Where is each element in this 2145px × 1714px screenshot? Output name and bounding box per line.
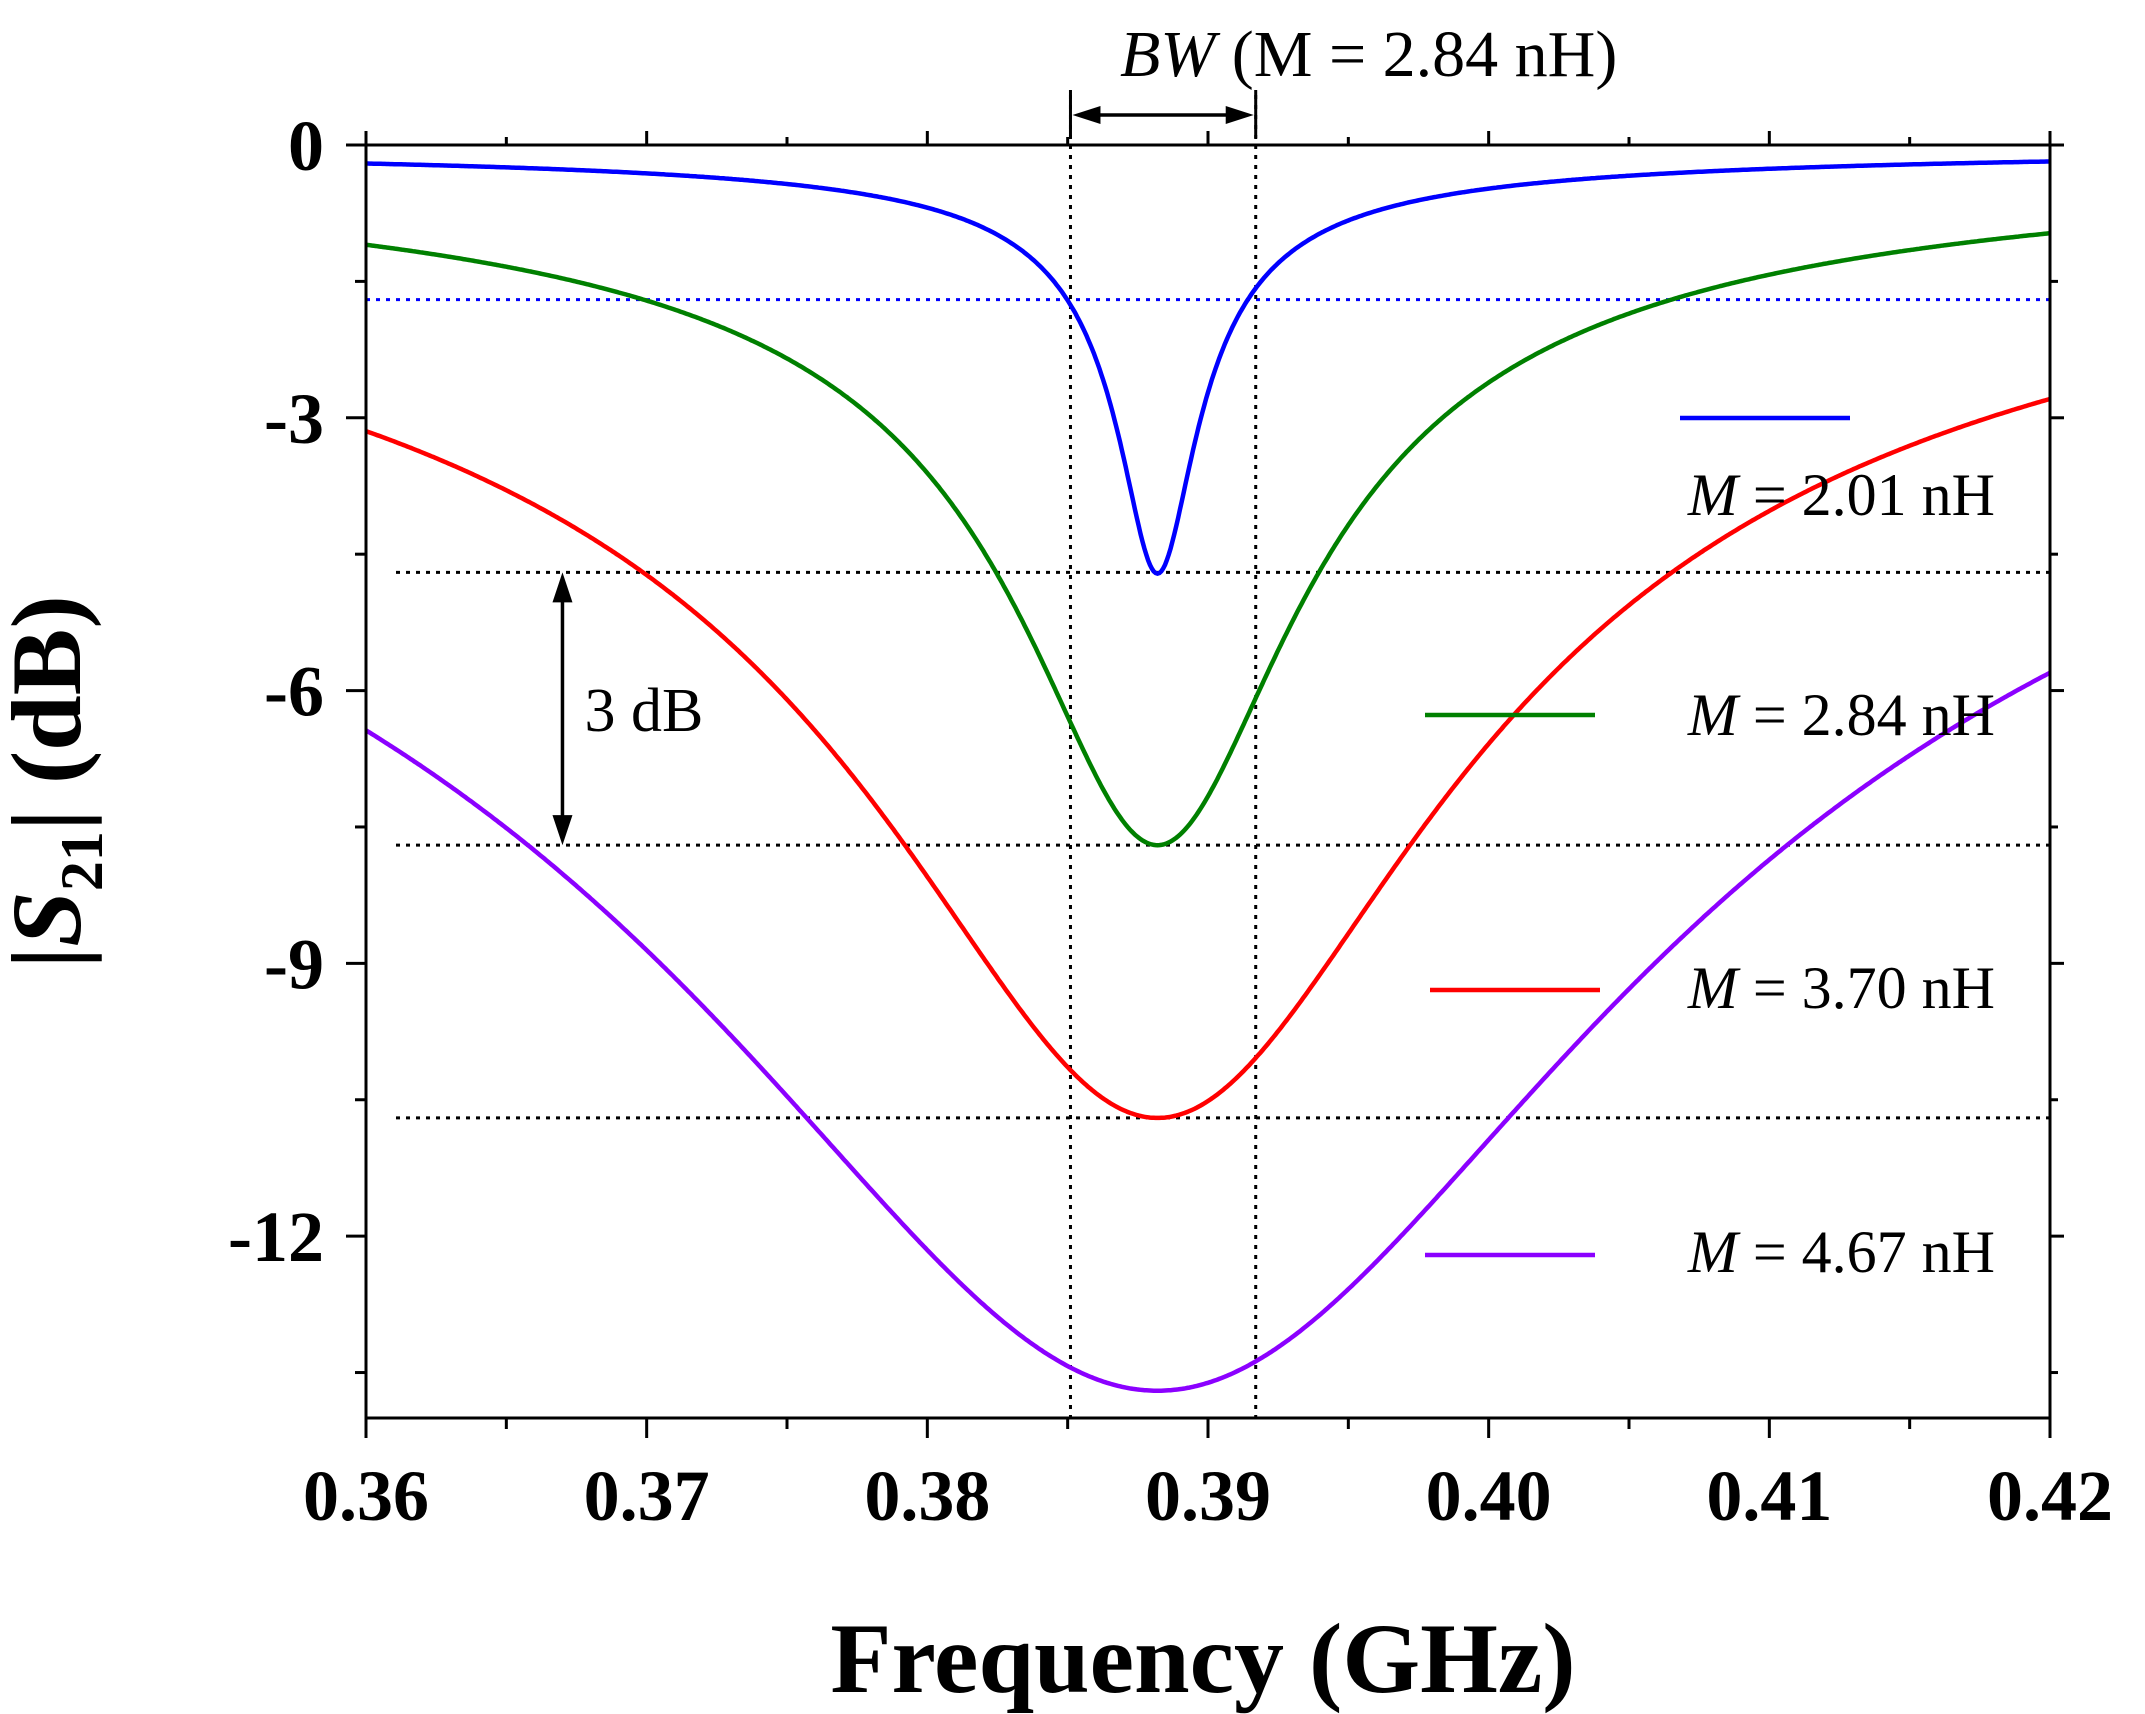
x-tick-label: 0.36 — [303, 1456, 429, 1536]
legend-symbol: M — [1687, 462, 1741, 528]
y-tick-label: -6 — [264, 652, 324, 732]
axis-ticks — [346, 131, 2064, 1438]
bw-arrowhead-left — [1072, 106, 1101, 124]
y-axis-title-subscript: 21 — [49, 831, 115, 891]
y-axis-title-prefix: | — [0, 947, 102, 969]
legend: M = 2.01 nHM = 2.84 nHM = 3.70 nHM = 4.6… — [1425, 415, 1995, 1285]
series-line-3 — [364, 670, 2052, 1393]
bw-label: BW (M = 2.84 nH) — [1120, 18, 1617, 91]
bw-label-text: (M = 2.84 nH) — [1215, 18, 1617, 91]
legend-symbol: M — [1687, 955, 1741, 1021]
bw-arrowhead-right — [1225, 106, 1254, 124]
legend-label-3: M = 4.67 nH — [1687, 1219, 1995, 1285]
legend-symbol: M — [1687, 1219, 1741, 1285]
legend-label-0: M = 2.01 nH — [1687, 462, 1995, 528]
y-tick-label: -3 — [264, 379, 324, 459]
y-axis-title-symbol: S — [0, 891, 102, 947]
x-axis-title: Frequency (GHz) — [830, 1603, 1575, 1714]
legend-value: = 3.70 nH — [1738, 955, 1995, 1021]
y-tick-label: -12 — [228, 1197, 324, 1277]
x-tick-label: 0.38 — [864, 1456, 990, 1536]
legend-label-1: M = 2.84 nH — [1687, 682, 1995, 748]
legend-value: = 2.84 nH — [1738, 682, 1995, 748]
series-line-0 — [366, 159, 2050, 576]
three-db-arrowhead-top — [552, 572, 573, 603]
y-tick-label: 0 — [288, 106, 324, 186]
tick-labels: 0.36 0.37 0.38 0.39 0.40 0.41 0.42 0 -3 -6 -9 -12 — [228, 106, 2113, 1536]
legend-label-2: M = 3.70 nH — [1687, 955, 1995, 1021]
series-curves — [364, 159, 2052, 1393]
x-tick-label: 0.41 — [1706, 1456, 1832, 1536]
x-tick-label: 0.40 — [1426, 1456, 1552, 1536]
legend-value: = 4.67 nH — [1738, 1219, 1995, 1285]
legend-value: = 2.01 nH — [1738, 462, 1995, 528]
y-axis-title: |S21| (dB) — [0, 595, 115, 969]
legend-symbol: M — [1687, 682, 1741, 748]
x-tick-label: 0.39 — [1145, 1456, 1271, 1536]
series-line-2 — [365, 396, 2051, 1121]
x-tick-label: 0.42 — [1987, 1456, 2113, 1536]
bw-label-symbol: BW — [1120, 18, 1220, 91]
series-line-1 — [365, 230, 2051, 848]
y-tick-label: -9 — [264, 924, 324, 1004]
three-db-arrowhead-bottom — [552, 815, 573, 846]
three-db-label: 3 dB — [584, 677, 703, 745]
annotations: 3 dB BW (M = 2.84 nH) — [552, 18, 1617, 846]
y-axis-title-suffix: | (dB) — [0, 595, 102, 831]
x-tick-label: 0.37 — [584, 1456, 710, 1536]
